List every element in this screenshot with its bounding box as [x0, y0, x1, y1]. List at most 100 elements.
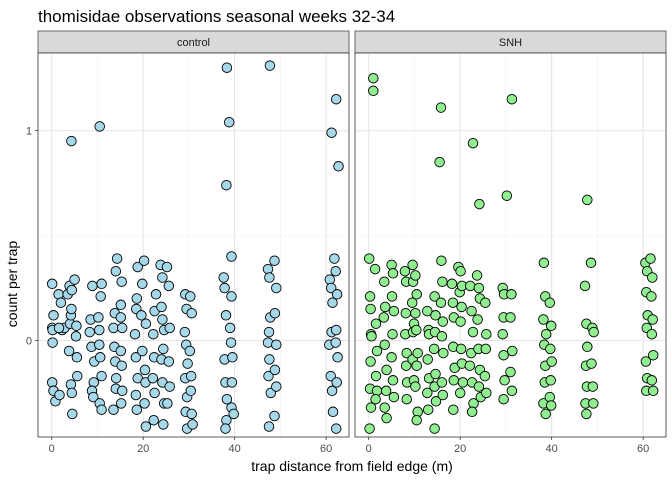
data-point	[218, 272, 229, 283]
data-point	[226, 251, 237, 262]
data-point	[379, 301, 391, 313]
data-point	[480, 343, 492, 355]
data-point	[647, 349, 659, 361]
data-point	[457, 377, 469, 388]
data-point	[412, 347, 423, 359]
x-tick-label: 20	[137, 443, 149, 455]
data-point	[163, 356, 175, 367]
data-point	[365, 356, 376, 367]
data-point	[264, 60, 276, 71]
data-point	[158, 343, 169, 355]
data-point	[464, 360, 476, 371]
data-point	[411, 289, 422, 300]
data-point	[448, 375, 460, 386]
data-point	[366, 331, 377, 342]
data-point	[579, 280, 591, 292]
data-point	[330, 423, 342, 434]
data-point	[364, 291, 376, 302]
data-point	[157, 272, 168, 283]
data-point	[96, 278, 107, 290]
data-point	[96, 404, 107, 415]
x-tick-label: 40	[546, 443, 558, 455]
points-control	[46, 60, 344, 434]
data-point	[157, 314, 168, 325]
data-point	[67, 408, 78, 420]
panel-border	[37, 52, 350, 438]
data-point	[139, 364, 151, 376]
data-point	[225, 337, 237, 348]
data-point	[586, 358, 597, 369]
data-point	[368, 72, 379, 84]
data-point	[436, 255, 447, 266]
data-point	[400, 360, 412, 371]
data-point	[71, 352, 83, 363]
x-tick-label: 60	[637, 443, 649, 455]
data-point	[507, 345, 518, 357]
x-tick-label: 60	[320, 443, 332, 455]
data-point	[330, 93, 342, 105]
data-point	[150, 289, 162, 300]
data-point	[93, 312, 104, 323]
data-point	[329, 253, 340, 264]
data-point	[331, 377, 342, 388]
data-point	[269, 364, 281, 376]
data-point	[545, 343, 556, 355]
data-point	[387, 328, 398, 340]
data-point	[379, 402, 390, 413]
data-point	[187, 419, 198, 430]
data-point	[480, 297, 491, 308]
data-point	[110, 372, 122, 384]
y-tick-label: 0	[26, 335, 32, 347]
data-point	[437, 389, 449, 401]
data-point	[506, 385, 518, 397]
data-point	[330, 337, 341, 348]
data-point	[55, 297, 67, 308]
data-point	[263, 370, 274, 382]
data-point	[162, 398, 173, 409]
data-point	[130, 352, 142, 363]
data-point	[88, 377, 100, 388]
data-point	[447, 297, 459, 308]
data-point	[363, 253, 375, 264]
data-point	[436, 377, 448, 388]
data-point	[87, 280, 98, 292]
data-point	[116, 360, 127, 371]
data-point	[387, 375, 399, 386]
data-point	[140, 421, 152, 432]
data-point	[66, 387, 78, 399]
data-point	[380, 385, 392, 397]
data-point	[325, 370, 336, 382]
data-point	[437, 276, 448, 287]
data-point	[430, 396, 442, 407]
data-point	[455, 265, 466, 277]
data-point	[473, 282, 485, 294]
data-point	[371, 345, 383, 357]
data-point	[116, 276, 127, 287]
x-axis-title: trap distance from field edge (m)	[251, 458, 453, 474]
data-point	[466, 305, 477, 317]
data-point	[365, 303, 376, 315]
data-point	[182, 358, 193, 369]
x-tick-label: 0	[366, 443, 372, 455]
data-point	[411, 324, 422, 336]
data-point	[473, 381, 485, 392]
data-point	[330, 265, 341, 277]
data-point	[96, 370, 107, 382]
data-point	[379, 276, 390, 287]
data-point	[505, 366, 516, 378]
facet-strip-label: control	[177, 37, 210, 49]
data-point	[48, 310, 59, 321]
data-point	[220, 423, 231, 434]
data-point	[94, 352, 106, 363]
data-point	[411, 414, 422, 426]
data-point	[116, 385, 128, 397]
data-point	[646, 328, 658, 340]
data-point	[271, 339, 282, 350]
data-point	[428, 343, 440, 355]
data-point	[435, 102, 447, 113]
data-point	[149, 387, 160, 399]
data-point	[448, 404, 459, 415]
data-point	[386, 291, 398, 302]
data-point	[370, 370, 382, 382]
data-point	[94, 121, 105, 132]
